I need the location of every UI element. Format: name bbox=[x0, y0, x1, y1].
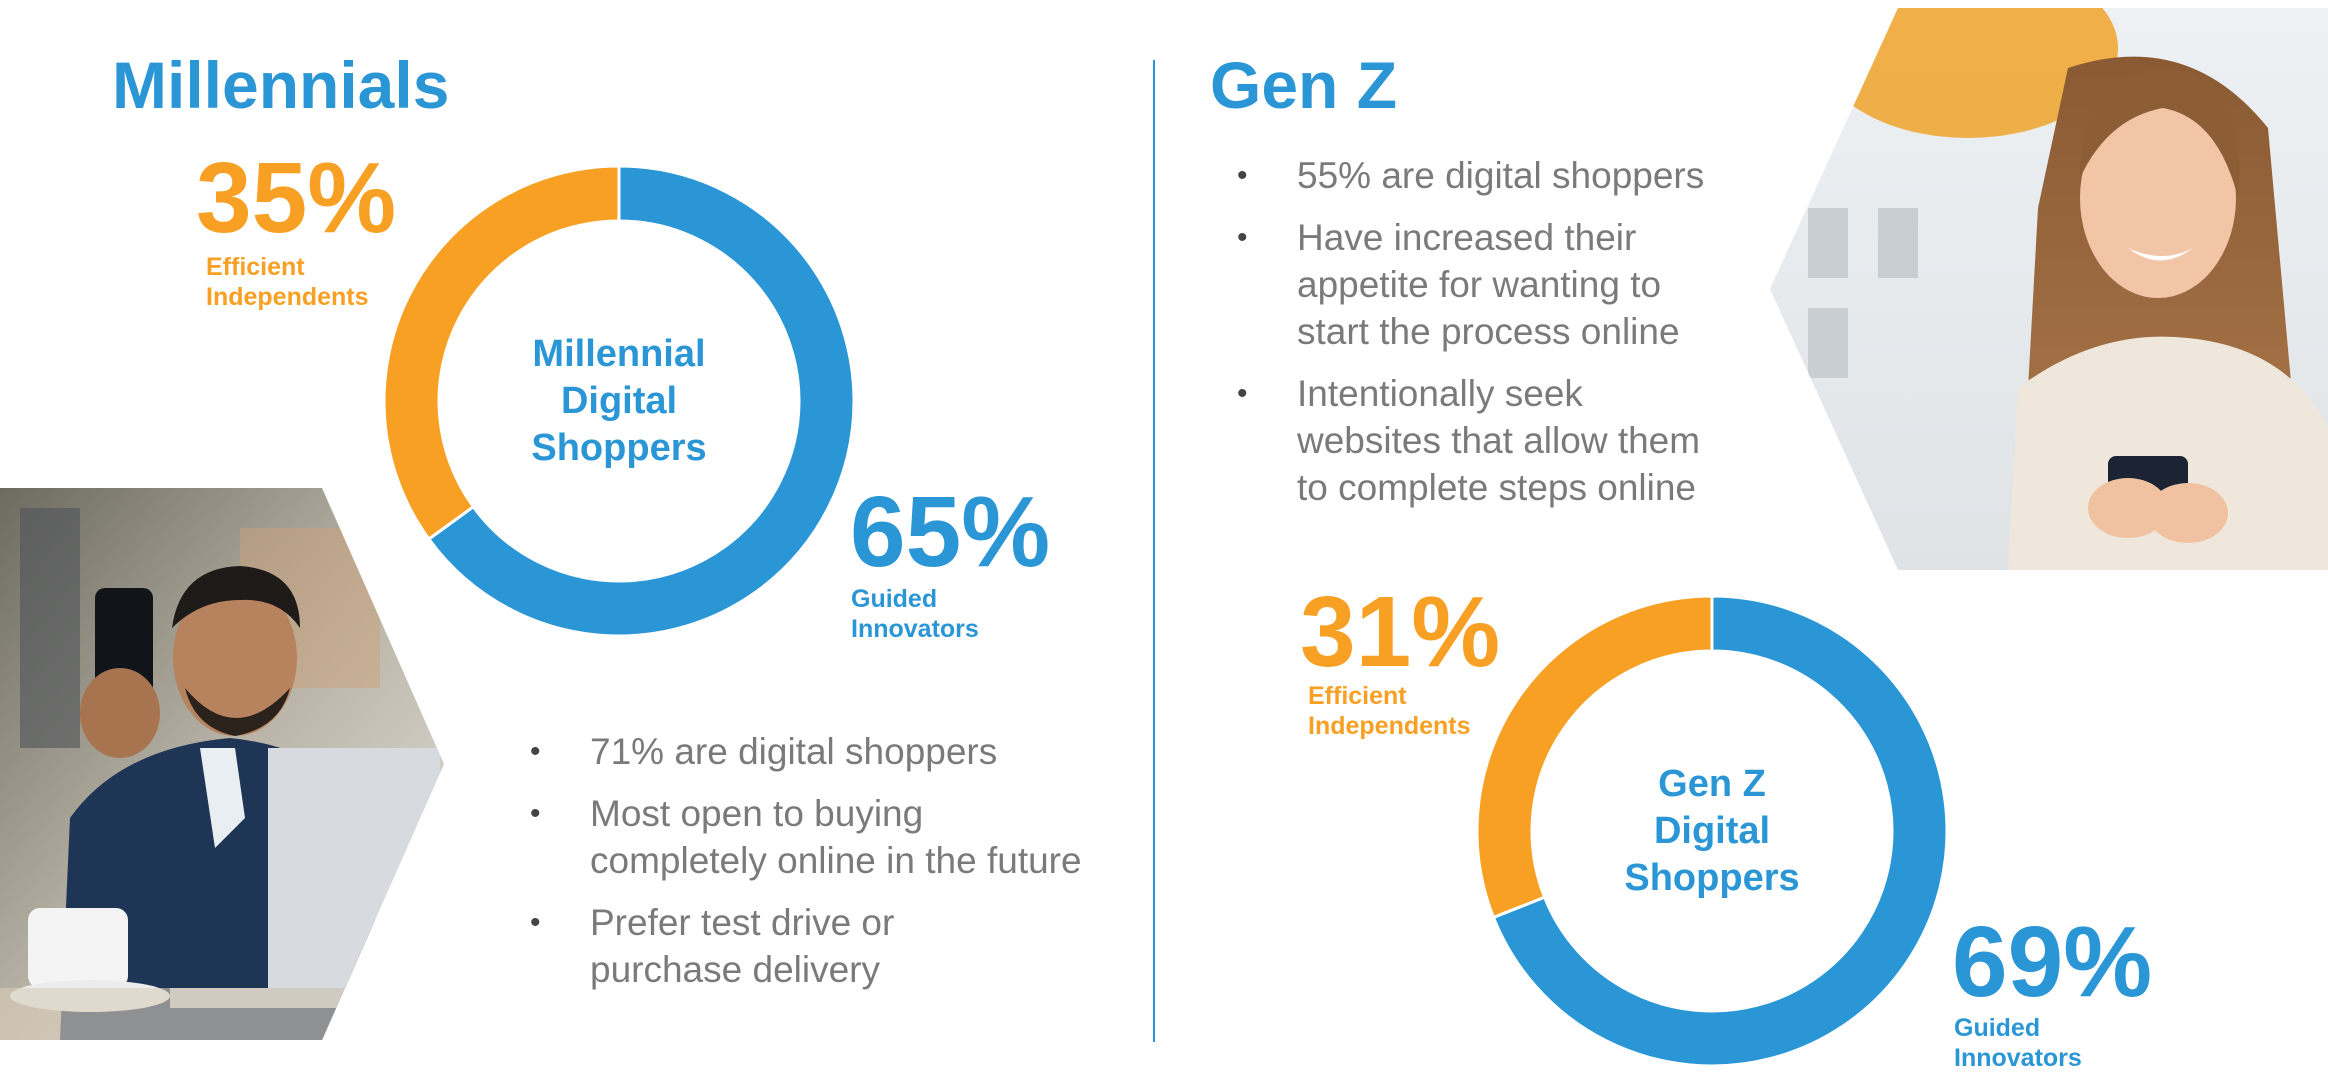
bullet-line: Have increased their bbox=[1297, 217, 1637, 258]
bullet-line: 71% are digital shoppers bbox=[590, 731, 998, 772]
millennials-title: Millennials bbox=[112, 48, 450, 122]
millennials-efficient-percent: 35% bbox=[196, 142, 397, 254]
slice-label-line: Innovators bbox=[851, 615, 979, 643]
bullet-item: Prefer test drive or purchase delivery bbox=[530, 899, 1082, 993]
bullet-line: purchase delivery bbox=[590, 949, 880, 990]
bullet-line: 55% are digital shoppers bbox=[1297, 155, 1705, 196]
genz-guided-percent: 69% bbox=[1952, 906, 2153, 1018]
millennials-donut-chart bbox=[384, 166, 854, 636]
slice-label-line: Efficient bbox=[1308, 682, 1407, 710]
center-label-line: Shoppers bbox=[1624, 857, 1800, 899]
donut-slice-efficient-independents bbox=[384, 166, 621, 542]
man-with-phone-photo bbox=[0, 488, 444, 1040]
bullet-line: websites that allow them bbox=[1297, 420, 1701, 461]
millennials-guided-percent: 65% bbox=[850, 476, 1051, 588]
bullet-line: Most open to buying bbox=[590, 793, 924, 834]
genz-title: Gen Z bbox=[1210, 48, 1398, 122]
millennials-guided-label: Guided Innovators bbox=[851, 584, 979, 644]
center-label-line: Millennial bbox=[532, 333, 706, 375]
donut-slice-guided-innovators bbox=[1491, 596, 1947, 1066]
bullet-line: Prefer test drive or bbox=[590, 902, 895, 943]
bullet-item: Have increased their appetite for wantin… bbox=[1237, 214, 1704, 355]
center-label-line: Digital bbox=[1653, 810, 1771, 852]
genz-bullet-list: 55% are digital shoppers Have increased … bbox=[1237, 152, 1704, 526]
genz-donut-center-label: Gen Z Digital Shoppers bbox=[1552, 761, 1872, 902]
woman-with-phone-photo bbox=[1770, 8, 2328, 570]
slice-label-line: Guided bbox=[1954, 1014, 2041, 1042]
bullet-item: Most open to buying completely online in… bbox=[530, 790, 1082, 884]
bullet-item: 71% are digital shoppers bbox=[530, 728, 1082, 775]
center-label-line: Gen Z bbox=[1658, 763, 1766, 805]
genz-efficient-percent: 31% bbox=[1300, 576, 1501, 688]
slice-label-line: Independents bbox=[206, 283, 369, 311]
section-divider bbox=[1153, 60, 1155, 1042]
genz-efficient-label: Efficient Independents bbox=[1308, 681, 1471, 741]
bullet-item: 55% are digital shoppers bbox=[1237, 152, 1704, 199]
bullet-line: start the process online bbox=[1297, 311, 1680, 352]
genz-donut-chart bbox=[1477, 596, 1947, 1066]
slice-label-line: Independents bbox=[1308, 712, 1471, 740]
bullet-item: Intentionally seek websites that allow t… bbox=[1237, 370, 1704, 511]
donut-slice-guided-innovators bbox=[426, 166, 854, 636]
center-label-line: Digital bbox=[560, 380, 678, 422]
slice-label-line: Innovators bbox=[1954, 1044, 2082, 1072]
millennials-donut-center-label: Millennial Digital Shoppers bbox=[459, 331, 779, 472]
millennials-bullet-list: 71% are digital shoppers Most open to bu… bbox=[530, 728, 1082, 1008]
bullet-line: to complete steps online bbox=[1297, 467, 1697, 508]
millennials-efficient-label: Efficient Independents bbox=[206, 252, 369, 312]
bullet-line: Intentionally seek bbox=[1297, 373, 1583, 414]
center-label-line: Shoppers bbox=[531, 427, 707, 469]
bullet-line: completely online in the future bbox=[590, 840, 1082, 881]
genz-guided-label: Guided Innovators bbox=[1954, 1013, 2082, 1073]
slice-label-line: Efficient bbox=[206, 253, 305, 281]
bullet-line: appetite for wanting to bbox=[1297, 264, 1662, 305]
slice-label-line: Guided bbox=[851, 585, 938, 613]
